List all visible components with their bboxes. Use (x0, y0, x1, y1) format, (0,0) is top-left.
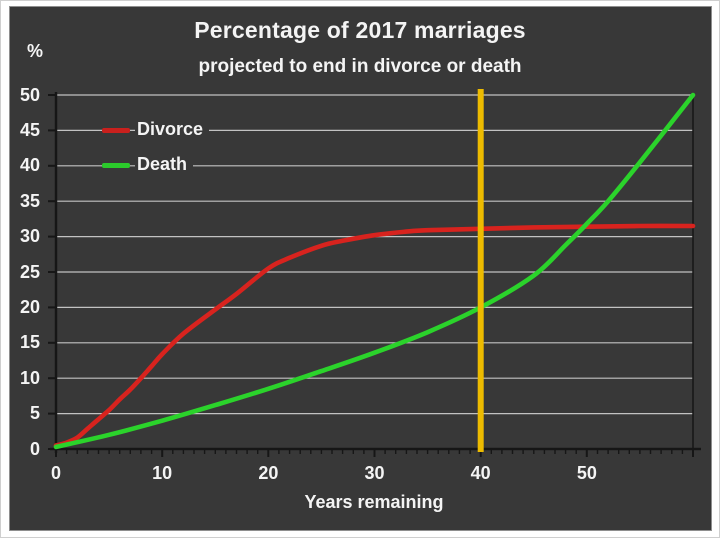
y-tick-label: 10 (19, 367, 40, 388)
y-tick-label: 35 (19, 190, 40, 211)
legend-item-death: Death (102, 154, 194, 176)
legend-label-death: Death (135, 154, 194, 176)
x-tick-label: 0 (50, 463, 61, 483)
chart-subtitle: projected to end in divorce or death (198, 56, 522, 77)
x-tick-label: 20 (258, 463, 279, 483)
divorce-curve (53, 223, 696, 448)
legend-item-divorce: Divorce (102, 119, 210, 141)
y-axis-unit-label: % (27, 41, 44, 61)
y-tick-label: 50 (19, 84, 40, 105)
chart-frame (9, 6, 712, 531)
death-curve (53, 92, 696, 450)
chart-title: Percentage of 2017 marriages (194, 17, 526, 43)
y-tick-label: 15 (19, 332, 40, 353)
x-axis-title: Years remaining (304, 492, 444, 512)
death-line-swatch (102, 162, 130, 168)
y-tick-label: 0 (29, 438, 40, 459)
y-tick-label: 45 (19, 119, 40, 140)
x-tick-label: 10 (152, 463, 173, 483)
divorce-line-swatch (102, 127, 130, 133)
x-tick-label: 50 (576, 463, 597, 483)
y-tick-label: 40 (19, 155, 40, 176)
y-tick-label: 25 (19, 261, 40, 282)
legend-label-divorce: Divorce (135, 119, 210, 141)
y-tick-label: 5 (29, 403, 40, 424)
y-tick-label: 20 (19, 296, 40, 317)
y-tick-label: 30 (19, 226, 40, 247)
x-tick-label: 40 (470, 463, 491, 483)
x-tick-label: 30 (364, 463, 385, 483)
